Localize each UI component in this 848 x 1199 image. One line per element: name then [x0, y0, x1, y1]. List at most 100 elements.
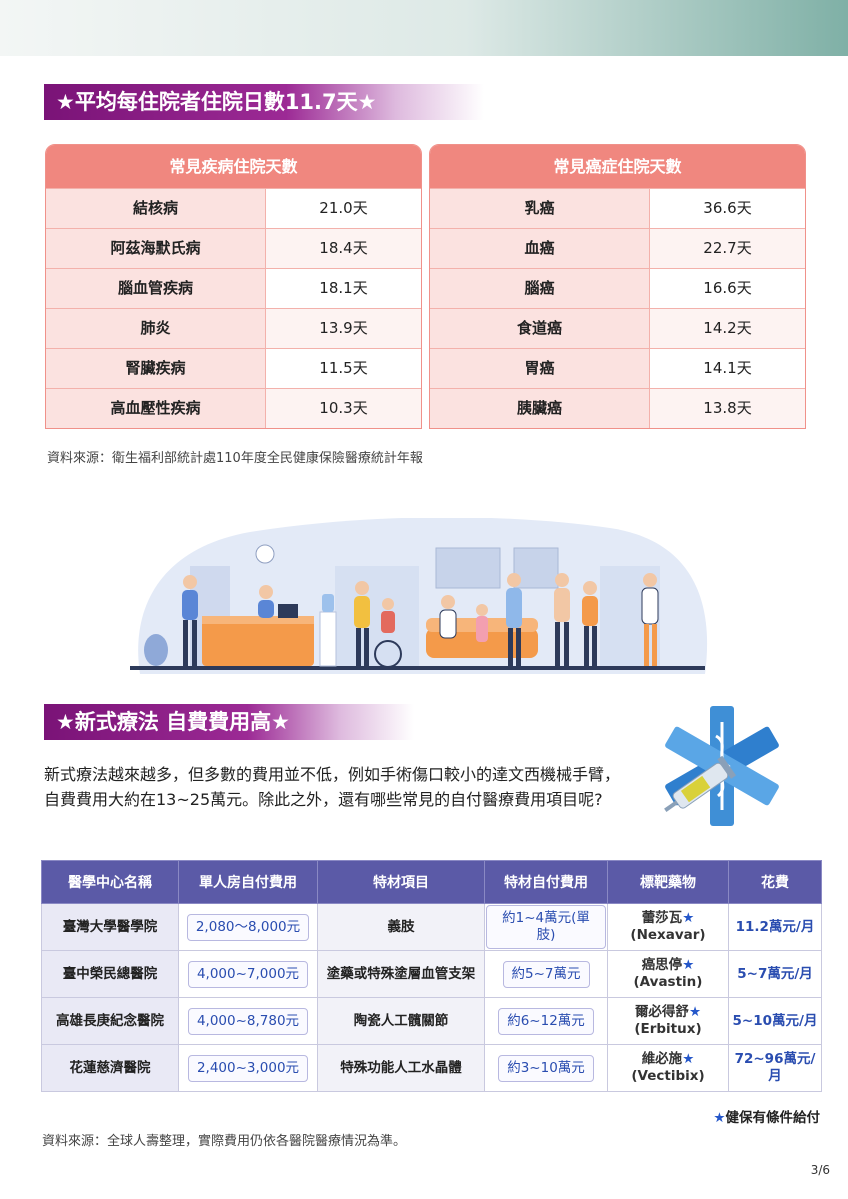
- cancer-name: 胃癌: [430, 349, 650, 388]
- table-row: 高雄長庚紀念醫院 4,000~8,780元 陶瓷人工髖關節 約6~12萬元 爾必…: [41, 997, 822, 1045]
- material-cost: 約3~10萬元: [484, 1044, 608, 1092]
- star-icon: ★: [682, 957, 695, 973]
- table-row: 胃癌 14.1天: [430, 348, 805, 388]
- cancer-name: 腦癌: [430, 269, 650, 308]
- table-row: 阿茲海默氏病 18.4天: [46, 228, 421, 268]
- col-header: 單人房自付費用: [178, 860, 318, 904]
- star-icon: ★: [682, 910, 695, 926]
- coverage-footnote: ★健保有條件給付: [713, 1106, 820, 1126]
- table-row: 臺中榮民總醫院 4,000~7,000元 塗藥或特殊塗層血管支架 約5~7萬元 …: [41, 950, 822, 998]
- star-icon: ★: [713, 1110, 726, 1126]
- common-disease-days-table: 常見疾病住院天數 結核病 21.0天 阿茲海默氏病 18.4天 腦血管疾病 18.1天…: [45, 144, 422, 429]
- drug-english-name: (Erbitux): [634, 1021, 702, 1037]
- self-pay-cost-table: 醫學中心名稱 單人房自付費用 特材項目 特材自付費用 標靶藥物 花費 臺灣大學醫…: [41, 860, 822, 1092]
- cancer-name: 血癌: [430, 229, 650, 268]
- table-row: 肺炎 13.9天: [46, 308, 421, 348]
- col-header: 醫學中心名稱: [41, 860, 179, 904]
- room-cost: 4,000~7,000元: [178, 950, 318, 998]
- common-cancer-days-table: 常見癌症住院天數 乳癌 36.6天 血癌 22.7天 腦癌 16.6天 食道癌 14.2…: [429, 144, 806, 429]
- days-value: 22.7天: [650, 229, 805, 268]
- days-value: 13.9天: [266, 309, 421, 348]
- drug-cost: 72~96萬元/月: [728, 1044, 822, 1092]
- disease-name: 肺炎: [46, 309, 266, 348]
- table-row: 腦血管疾病 18.1天: [46, 268, 421, 308]
- days-value: 21.0天: [266, 189, 421, 228]
- drug-english-name: (Avastin): [633, 974, 703, 990]
- material-cost-value: 約1~4萬元(單肢): [486, 905, 606, 949]
- disease-name: 腦血管疾病: [46, 269, 266, 308]
- days-value: 14.2天: [650, 309, 805, 348]
- days-value: 18.4天: [266, 229, 421, 268]
- table-header: 常見癌症住院天數: [430, 145, 805, 188]
- room-cost-value: 2,400~3,000元: [187, 1054, 309, 1082]
- days-value: 10.3天: [266, 389, 421, 428]
- material-cost-value: 約5~7萬元: [502, 960, 590, 988]
- disease-name: 阿茲海默氏病: [46, 229, 266, 268]
- room-cost-value: 4,000~7,000元: [187, 960, 309, 988]
- material-cost: 約6~12萬元: [484, 997, 608, 1045]
- table-row: 血癌 22.7天: [430, 228, 805, 268]
- special-material: 塗藥或特殊塗層血管支架: [317, 950, 485, 998]
- col-header: 特材項目: [317, 860, 485, 904]
- table-row: 腦癌 16.6天: [430, 268, 805, 308]
- disease-name: 高血壓性疾病: [46, 389, 266, 428]
- drug-cost: 5~7萬元/月: [728, 950, 822, 998]
- hospital-name: 花蓮慈濟醫院: [41, 1044, 179, 1092]
- hospital-name: 臺灣大學醫學院: [41, 903, 179, 951]
- col-header: 標靶藥物: [607, 860, 729, 904]
- star-icon: ★: [688, 1004, 702, 1020]
- targeted-drug: 爾必得舒★ (Erbitux): [607, 997, 729, 1045]
- table-header: 常見疾病住院天數: [46, 145, 421, 188]
- hospital-name: 臺中榮民總醫院: [41, 950, 179, 998]
- star-icon: ★: [682, 1051, 695, 1067]
- cancer-name: 食道癌: [430, 309, 650, 348]
- days-value: 14.1天: [650, 349, 805, 388]
- col-header: 特材自付費用: [484, 860, 608, 904]
- targeted-drug: 蕾莎瓦★ (Nexavar): [607, 903, 729, 951]
- drug-cost: 5~10萬元/月: [728, 997, 822, 1045]
- section-title-hospital-days: ★平均每住院者住院日數11.7天★: [44, 84, 484, 120]
- table-header-row: 醫學中心名稱 單人房自付費用 特材項目 特材自付費用 標靶藥物 花費: [41, 860, 822, 904]
- table-row: 臺灣大學醫學院 2,080〜8,000元 義肢 約1~4萬元(單肢) 蕾莎瓦★(…: [41, 903, 822, 951]
- material-cost: 約1~4萬元(單肢): [484, 903, 608, 951]
- section-title-new-therapy: ★新式療法 自費費用高★: [44, 704, 414, 740]
- days-value: 16.6天: [650, 269, 805, 308]
- hospital-reception-illustration: [130, 518, 708, 674]
- table-row: 高血壓性疾病 10.3天: [46, 388, 421, 428]
- source-note-2: 資料來源：全球人壽整理，實際費用仍依各醫院醫療情況為準。: [42, 1134, 407, 1149]
- star-of-life-with-syringe-icon: [664, 706, 779, 826]
- table-row: 胰臟癌 13.8天: [430, 388, 805, 428]
- top-banner: [0, 0, 848, 56]
- disease-name: 結核病: [46, 189, 266, 228]
- page-number: 3/6: [810, 1163, 830, 1177]
- room-cost: 2,080〜8,000元: [178, 903, 318, 951]
- col-header: 花費: [728, 860, 822, 904]
- table-row: 花蓮慈濟醫院 2,400~3,000元 特殊功能人工水晶體 約3~10萬元 維必…: [41, 1044, 822, 1092]
- disease-name: 腎臟疾病: [46, 349, 266, 388]
- drug-name: 癌思停: [641, 957, 683, 973]
- days-value: 11.5天: [266, 349, 421, 388]
- room-cost: 2,400~3,000元: [178, 1044, 318, 1092]
- room-cost: 4,000~8,780元: [178, 997, 318, 1045]
- material-cost-value: 約6~12萬元: [498, 1007, 594, 1035]
- footnote-text: 健保有條件給付: [725, 1110, 821, 1126]
- drug-english-name: (Nexavar): [630, 927, 706, 943]
- drug-english-name: (Vectibix): [631, 1068, 705, 1084]
- special-material: 義肢: [317, 903, 485, 951]
- room-cost-value: 2,080〜8,000元: [186, 913, 310, 941]
- intro-paragraph: 新式療法越來越多，但多數的費用並不低，例如手術傷口較小的達文西機械手臂，自費費用…: [44, 765, 621, 809]
- table-row: 食道癌 14.2天: [430, 308, 805, 348]
- material-cost: 約5~7萬元: [484, 950, 608, 998]
- drug-name: 蕾莎瓦: [641, 910, 683, 926]
- drug-cost: 11.2萬元/月: [728, 903, 822, 951]
- days-value: 18.1天: [266, 269, 421, 308]
- table-row: 乳癌 36.6天: [430, 188, 805, 228]
- table-row: 結核病 21.0天: [46, 188, 421, 228]
- targeted-drug: 維必施★ (Vectibix): [607, 1044, 729, 1092]
- cancer-name: 乳癌: [430, 189, 650, 228]
- targeted-drug: 癌思停★ (Avastin): [607, 950, 729, 998]
- table-row: 腎臟疾病 11.5天: [46, 348, 421, 388]
- days-value: 13.8天: [650, 389, 805, 428]
- days-value: 36.6天: [650, 189, 805, 228]
- drug-name: 爾必得舒: [634, 1004, 689, 1020]
